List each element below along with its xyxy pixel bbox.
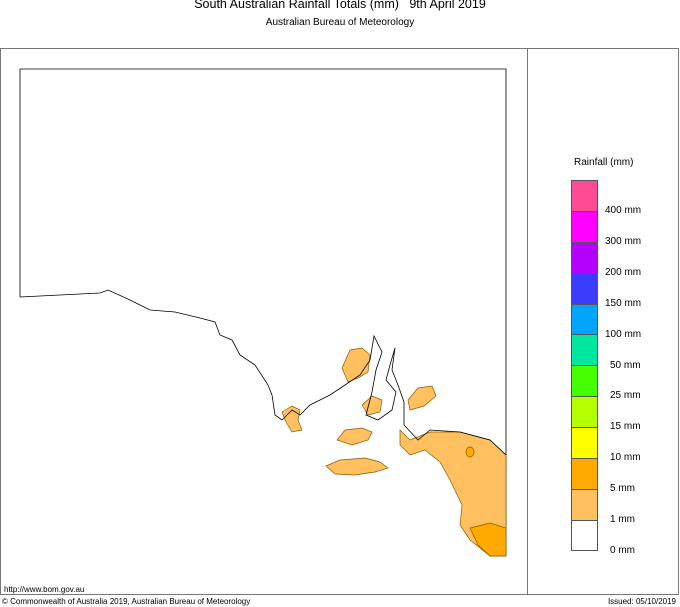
rainfall-1-5mm-region [281, 405, 303, 433]
rainfall-5-10mm-spot [465, 446, 475, 458]
legend-swatch [571, 303, 598, 335]
copyright-text: © Commonwealth of Australia 2019, Austra… [2, 597, 251, 606]
legend-swatch [571, 334, 598, 366]
legend-swatch [571, 210, 598, 242]
legend-label: 15 mm [610, 421, 641, 433]
website-url[interactable]: http://www.bom.gov.au [4, 585, 85, 594]
coastline [19, 289, 507, 456]
rainfall-1-5mm-region [407, 385, 437, 411]
legend-label: 0 mm [610, 544, 635, 556]
legend-label: 400 mm [605, 205, 642, 216]
legend-label: 50 mm [610, 359, 641, 371]
legend-label: 1 mm [610, 514, 635, 525]
map-subtitle: Australian Bureau of Meteorology [265, 17, 415, 28]
rainfall-1-5mm-region [336, 427, 373, 446]
state-border [19, 68, 507, 556]
legend-title: Rainfall (mm) [574, 157, 634, 168]
rainfall-1-5mm-region [325, 457, 389, 476]
legend-swatch [571, 241, 598, 273]
legend-swatch [571, 396, 598, 428]
legend-label: 25 mm [610, 390, 641, 402]
legend-label: 100 mm [605, 328, 642, 340]
legend-swatch [571, 272, 598, 304]
rainfall-5-10mm-region [469, 522, 507, 557]
map-frame [0, 48, 679, 595]
legend-label: 10 mm [610, 452, 641, 464]
legend-label: 5 mm [610, 483, 635, 495]
legend-swatch [571, 519, 598, 551]
rainfall-1-5mm-region [399, 429, 507, 557]
legend-swatch [571, 180, 598, 211]
legend-label: 150 mm [605, 297, 642, 309]
map-title: South Australian Rainfall Totals (mm) 9t… [194, 0, 486, 11]
legend-swatch [571, 365, 598, 397]
legend-color-bar [571, 180, 598, 551]
legend-swatch [571, 488, 598, 520]
legend-label: 300 mm [605, 235, 642, 247]
legend-swatch [571, 458, 598, 489]
rainfall-1-5mm-region [361, 395, 383, 416]
legend-swatch [571, 427, 598, 459]
legend-divider [527, 48, 528, 595]
issued-date: Issued: 05/10/2019 [607, 597, 676, 606]
rainfall-1-5mm-region [341, 347, 371, 383]
legend-label: 200 mm [605, 266, 642, 278]
